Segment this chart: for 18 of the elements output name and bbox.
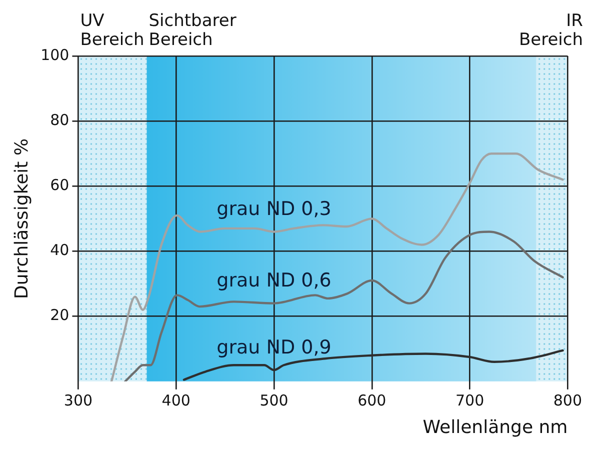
line-series: [110, 152, 564, 382]
x-tick-label: 400: [162, 391, 190, 410]
y-axis-title: Durchlässigkeit %: [11, 138, 32, 299]
y-tick-label: 100: [40, 46, 70, 64]
y-tick-label: 20: [50, 306, 70, 324]
x-tick-label: 700: [455, 391, 484, 410]
band-label: Sichtbarer Bereich: [148, 11, 236, 50]
x-tick-label: 300: [64, 391, 93, 410]
y-tick-label: 60: [50, 176, 70, 194]
line-series: [124, 230, 564, 382]
x-axis-title: Wellenlänge nm: [422, 416, 568, 438]
band-label: IR Bereich: [518, 11, 584, 50]
x-tick-label: 500: [260, 391, 288, 410]
x-tick-label: 600: [358, 391, 386, 410]
band-label: UV Bereich: [80, 11, 144, 50]
y-tick-label: 40: [50, 241, 70, 260]
y-tick-label: 80: [50, 110, 70, 129]
x-tick-label: 800: [553, 391, 582, 410]
